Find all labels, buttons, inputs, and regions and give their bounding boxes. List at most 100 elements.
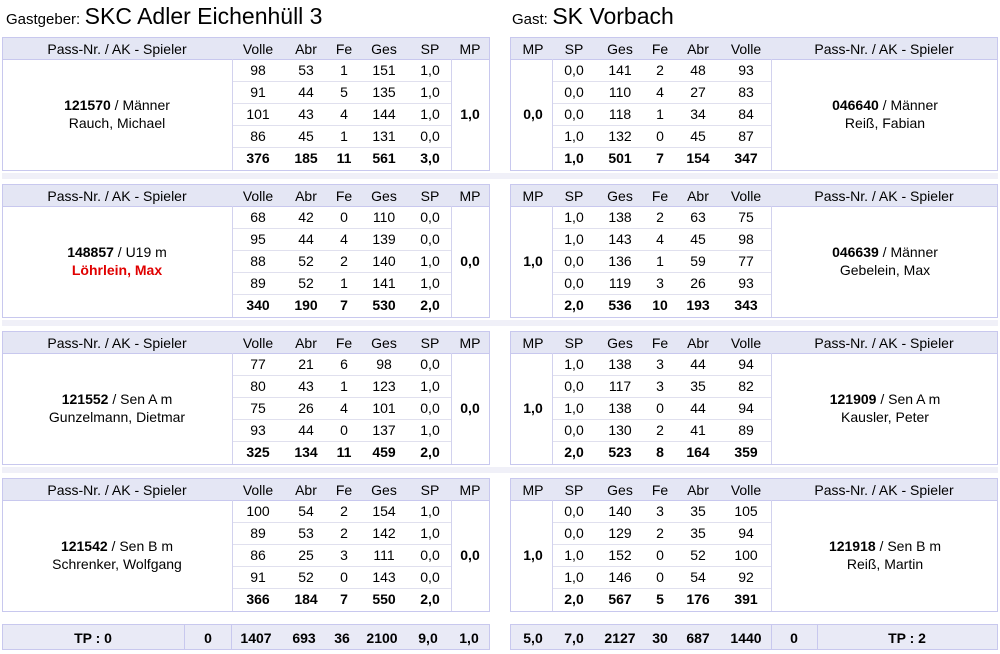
lane-sp-cell: 0,0 [564,84,584,100]
lane-sp-cell: 1,0 [564,569,584,585]
lane-sp-cell: 0,0 [564,62,584,78]
player-name: Rauch, Michael [68,115,166,131]
lane-ges-cell: 129 [608,525,632,541]
home-player-panel: Pass-Nr. / AK - Spieler Volle Abr Fe Ges SP MP… [2,478,490,612]
header-sp: SP [564,482,584,498]
header-abr: Abr [295,482,317,498]
lane-volle-cell: 94 [738,400,754,416]
lane-sp-cell: 0,0 [420,231,440,247]
lane-fe-cell: 3 [656,378,664,394]
lane-volle-cell: 91 [250,569,266,585]
lane-sp-cell: 0,0 [420,356,440,372]
lane-sp-cell: 0,0 [420,209,440,225]
lane-ges-cell: 154 [372,503,396,519]
sum-volle-cell: 376 [246,150,270,166]
player-name: Gunzelmann, Dietmar [48,409,186,425]
lane-volle-cell: 98 [738,231,754,247]
lane-abr-cell: 42 [298,209,314,225]
sum-fe-cell: 5 [656,591,664,607]
lane-volle-cell: 91 [250,84,266,100]
guest-total-mp: 5,0 [523,630,543,646]
lane-volle-cell: 89 [250,275,266,291]
lane-fe-cell: 0 [340,569,348,585]
guest-player-panel: MP SP Ges Fe Abr Volle Pass-Nr. / AK - Spieler… [510,478,998,612]
lane-abr-cell: 43 [298,378,314,394]
lane-fe-cell: 1 [340,62,348,78]
lane-ges-cell: 111 [373,547,395,563]
home-total-ges: 2100 [366,630,398,646]
lane-abr-cell: 45 [690,128,706,144]
lane-abr-cell: 54 [298,503,314,519]
player-id-line: 046639 / Männer [773,243,997,261]
guest-tp: TP : 2 [888,630,926,646]
lane-abr-cell: 44 [690,356,706,372]
player-name: Löhrlein, Max [71,262,163,278]
lane-abr-cell: 34 [690,106,706,122]
header-volle: Volle [242,335,274,351]
pass-number: 121570 [64,97,111,113]
header-abr: Abr [687,335,709,351]
sum-abr-cell: 185 [294,150,318,166]
sum-sp-cell: 2,0 [564,297,584,313]
grid-divider [771,206,772,317]
player-id-line: 121570 / Männer [3,96,231,114]
row-divider [233,272,451,273]
lane-sp-cell: 1,0 [564,128,584,144]
lane-volle-cell: 95 [250,231,266,247]
lane-sp-cell: 1,0 [420,275,440,291]
lane-ges-cell: 138 [608,356,632,372]
header-player: Pass-Nr. / AK - Spieler [814,335,954,351]
header-volle: Volle [730,335,762,351]
header-mp: MP [522,335,544,351]
host-team-name: SKC Adler Eichenhüll 3 [84,3,323,29]
sum-fe-cell: 11 [336,150,352,166]
header-volle: Volle [242,188,274,204]
grid-divider [552,500,553,611]
lane-abr-cell: 52 [690,547,706,563]
home-total-abr: 693 [292,630,316,646]
row-divider [553,81,771,82]
header-fe: Fe [335,335,353,351]
sum-ges-cell: 550 [372,591,396,607]
sum-ges-cell: 523 [608,444,632,460]
row-divider [553,294,771,295]
lane-ges-cell: 123 [372,378,396,394]
age-class: / Sen B m [875,538,942,554]
sum-fe-cell: 7 [340,591,348,607]
lane-abr-cell: 41 [690,422,706,438]
header-sp: SP [564,335,584,351]
header-player: Pass-Nr. / AK - Spieler [814,482,954,498]
sum-ges-cell: 567 [608,591,632,607]
lane-sp-cell: 0,0 [420,128,440,144]
lane-sp-cell: 0,0 [420,547,440,563]
grid-divider [771,353,772,464]
header-fe: Fe [651,335,669,351]
sum-abr-cell: 176 [686,591,710,607]
pass-number: 121552 [61,391,109,407]
lane-fe-cell: 1 [340,275,348,291]
lane-abr-cell: 63 [690,209,706,225]
grid-divider [232,353,233,464]
row-divider [553,125,771,126]
sum-volle-cell: 343 [734,297,758,313]
header-player: Pass-Nr. / AK - Spieler [814,188,954,204]
lane-sp-cell: 0,0 [420,400,440,416]
guest-player-info: 121909 / Sen A m Kausler, Peter [773,390,997,426]
home-total-extra: 0 [204,630,212,646]
sum-abr-cell: 184 [294,591,318,607]
player-name: Schrenker, Wolfgang [52,556,182,572]
lane-fe-cell: 3 [656,503,664,519]
grid-divider [552,206,553,317]
header-volle: Volle [730,482,762,498]
lane-fe-cell: 0 [340,422,348,438]
home-match-points: 0,0 [460,547,480,563]
header-abr: Abr [295,335,317,351]
lane-fe-cell: 3 [656,275,664,291]
header-mp: MP [522,188,544,204]
header-mp: MP [459,482,481,498]
header-player: Pass-Nr. / AK - Spieler [47,41,187,57]
row-divider [233,81,451,82]
home-total-fe: 36 [334,630,350,646]
lane-fe-cell: 0 [340,209,348,225]
lane-volle-cell: 84 [738,106,754,122]
